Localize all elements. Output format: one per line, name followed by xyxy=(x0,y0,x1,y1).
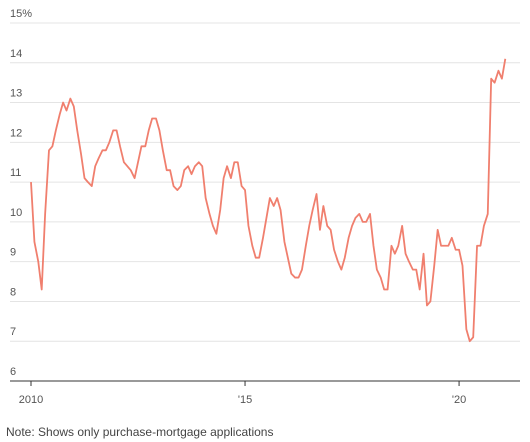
y-tick-label: 11 xyxy=(10,167,21,179)
data-line xyxy=(30,58,507,343)
y-tick-label: 14 xyxy=(10,48,22,60)
y-tick-label: 15% xyxy=(10,8,32,20)
x-tick-label: '20 xyxy=(452,394,466,406)
chart-note: Note: Shows only purchase-mortgage appli… xyxy=(6,425,273,439)
y-tick-label: 6 xyxy=(10,366,16,378)
y-tick-label: 8 xyxy=(10,286,16,298)
x-tick-label: '15 xyxy=(238,394,252,406)
x-tick-label: 2010 xyxy=(19,394,43,406)
y-tick-label: 10 xyxy=(10,207,22,219)
y-tick-label: 7 xyxy=(10,326,16,338)
y-tick-label: 12 xyxy=(10,127,22,139)
y-tick-label: 9 xyxy=(10,247,16,259)
y-tick-label: 13 xyxy=(10,88,22,100)
